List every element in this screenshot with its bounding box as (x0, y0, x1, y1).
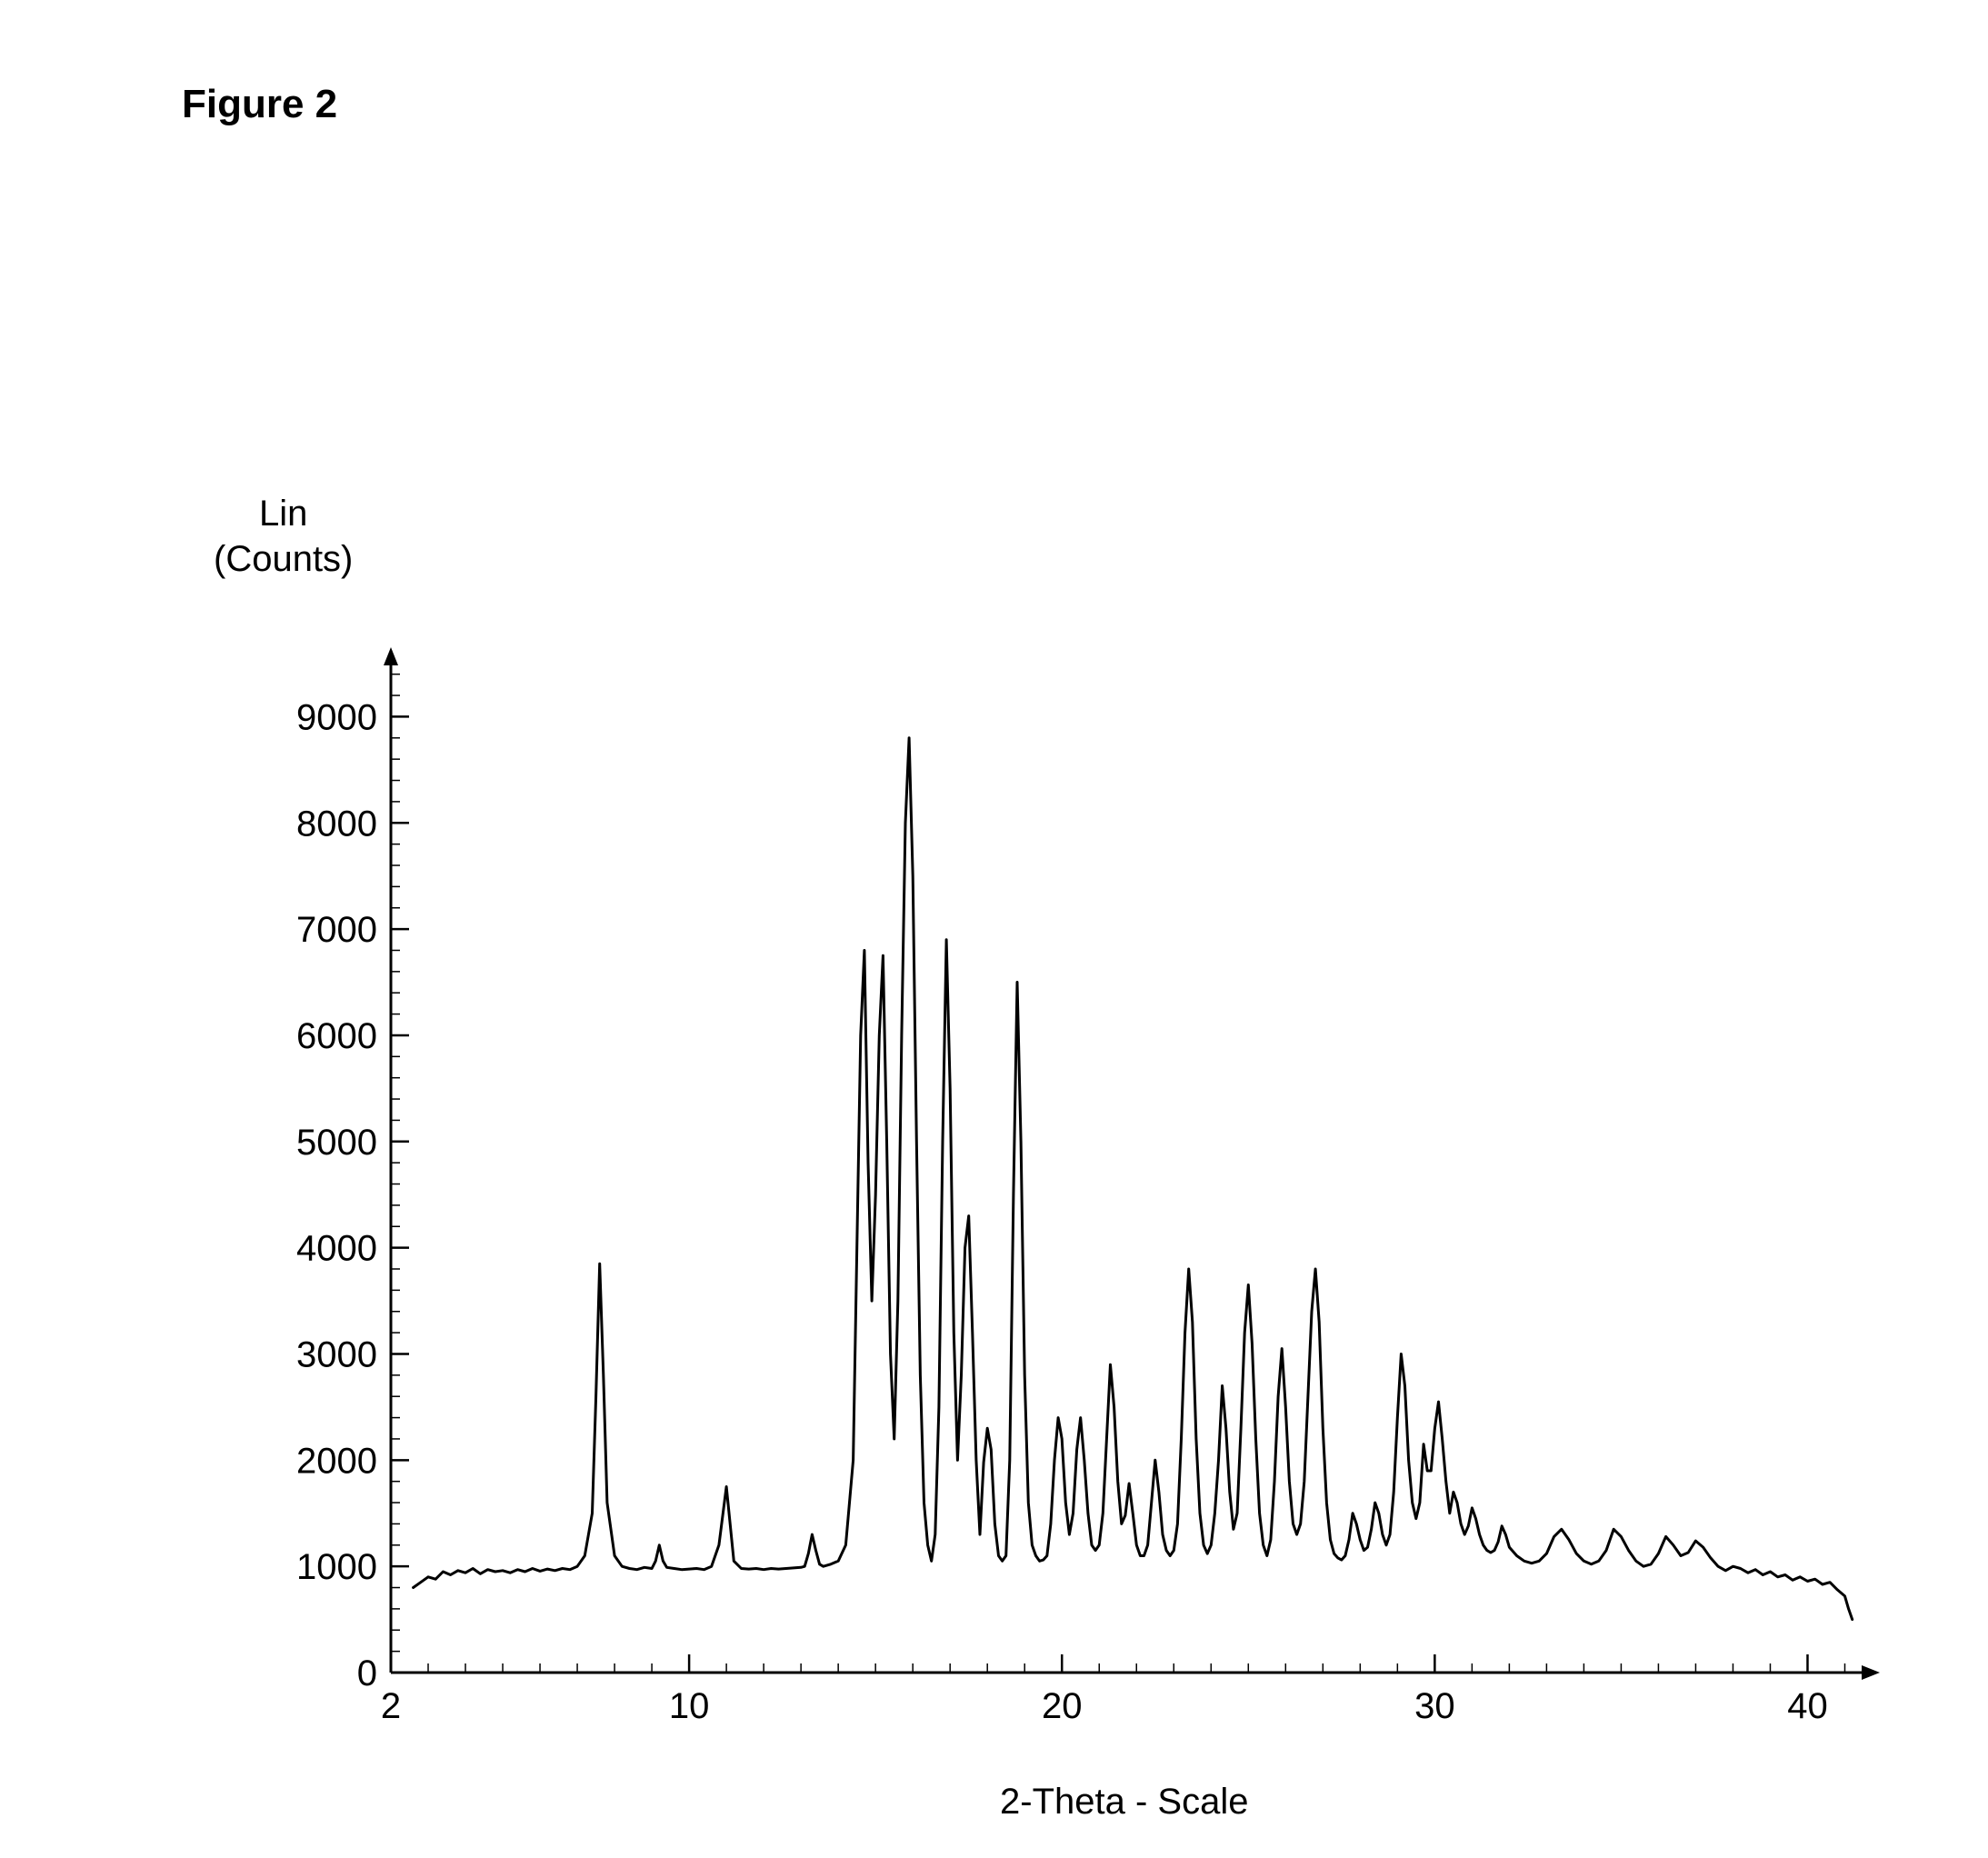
y-tick-label: 2000 (296, 1441, 377, 1481)
x-tick-label: 30 (1414, 1686, 1455, 1726)
y-tick-label: 4000 (296, 1229, 377, 1269)
y-tick-label: 0 (357, 1653, 377, 1693)
y-tick-label: 8000 (296, 804, 377, 844)
x-tick-label: 2 (381, 1686, 401, 1726)
xrd-trace (414, 738, 1853, 1620)
y-tick-label: 1000 (296, 1547, 377, 1587)
y-tick-label: 6000 (296, 1016, 377, 1056)
x-tick-label: 20 (1042, 1686, 1083, 1726)
x-tick-label: 10 (669, 1686, 710, 1726)
x-axis-title: 2-Theta - Scale (1000, 1782, 1248, 1823)
x-tick-label: 40 (1787, 1686, 1828, 1726)
xrd-chart: 0 1000 2000 3000 4000 5000 6000 7000 8000 9000 2 10… (0, 0, 1988, 1858)
y-tick-label: 3000 (296, 1334, 377, 1374)
y-tick-label: 5000 (296, 1123, 377, 1163)
y-tick-label: 7000 (296, 910, 377, 950)
y-tick-label: 9000 (296, 697, 377, 737)
figure-page: Figure 2 Lin(Counts) 0100020003000400050… (0, 0, 1988, 1858)
